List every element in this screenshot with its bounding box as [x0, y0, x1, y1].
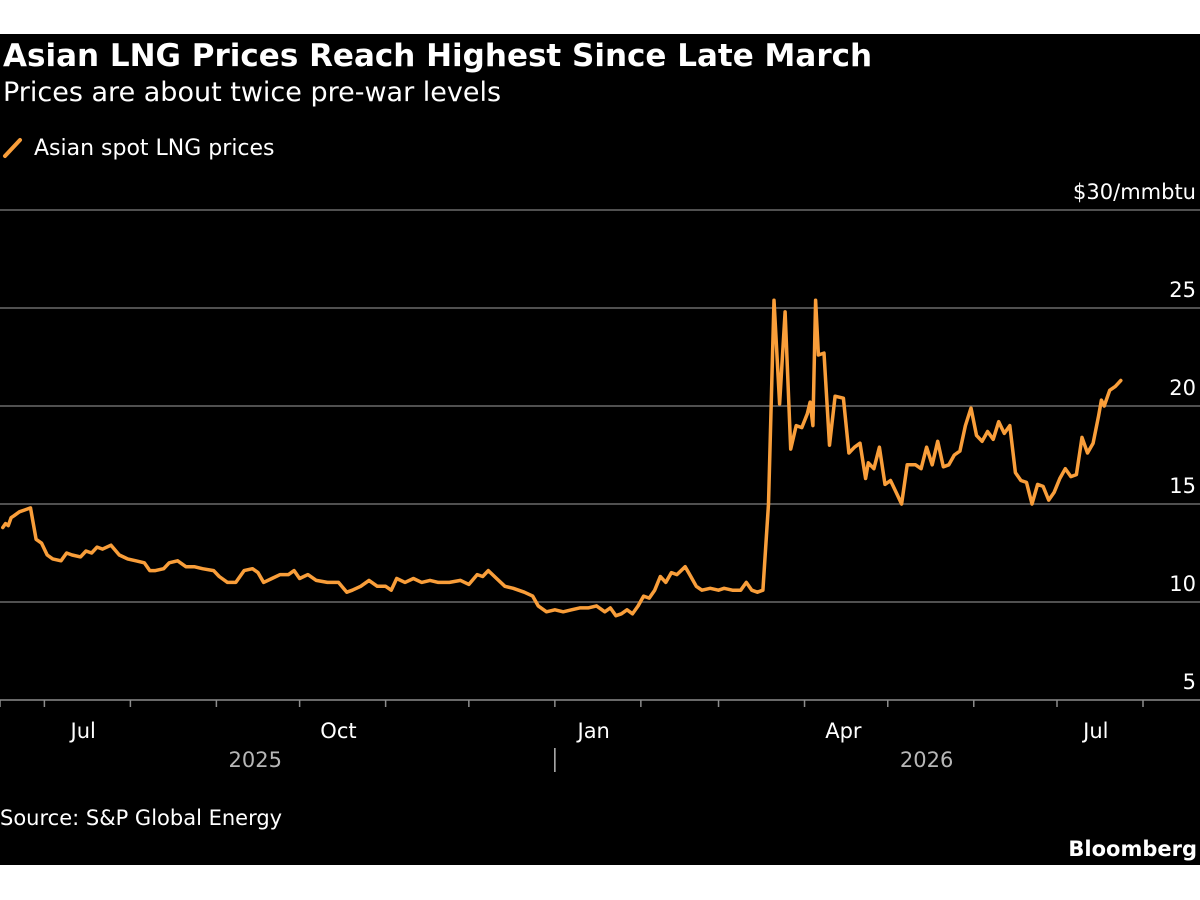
x-tick-label-jan: Jan — [576, 719, 610, 743]
chart-subtitle: Prices are about twice pre-war levels — [3, 77, 501, 108]
x-tick-label-oct: Oct — [320, 719, 356, 743]
grid — [0, 209, 1200, 701]
x-year-label-2026: 2026 — [900, 748, 953, 772]
bloomberg-logo: Bloomberg — [1068, 837, 1197, 861]
chart: Asian LNG Prices Reach Highest Since Lat… — [0, 34, 1200, 865]
x-tick-label-jul: Jul — [1081, 719, 1108, 743]
y-axis: $30/mmbtu 25 20 15 10 5 — [1073, 180, 1196, 694]
chart-title: Asian LNG Prices Reach Highest Since Lat… — [3, 38, 872, 74]
y-tick-label-25: 25 — [1169, 278, 1196, 302]
y-tick-label-10: 10 — [1169, 572, 1196, 596]
y-tick-label-20: 20 — [1169, 376, 1196, 400]
y-tick-label-15: 15 — [1169, 474, 1196, 498]
legend-label: Asian spot LNG prices — [34, 136, 275, 161]
y-tick-label-30: $30/mmbtu — [1073, 180, 1196, 204]
x-tick-label-jul: Jul — [69, 719, 96, 743]
legend: Asian spot LNG prices — [3, 136, 275, 161]
x-axis: Jul Oct Jan Apr Jul 2025 2026 — [0, 700, 1144, 772]
x-tick-label-apr: Apr — [825, 719, 862, 743]
y-tick-label-5: 5 — [1183, 670, 1196, 694]
series-line-asian-spot-lng — [1, 298, 1123, 618]
legend-swatch — [3, 138, 22, 158]
source-note: Source: S&P Global Energy — [0, 806, 282, 830]
chart-svg: Asian LNG Prices Reach Highest Since Lat… — [0, 38, 1200, 861]
x-year-label-2025: 2025 — [229, 748, 282, 772]
